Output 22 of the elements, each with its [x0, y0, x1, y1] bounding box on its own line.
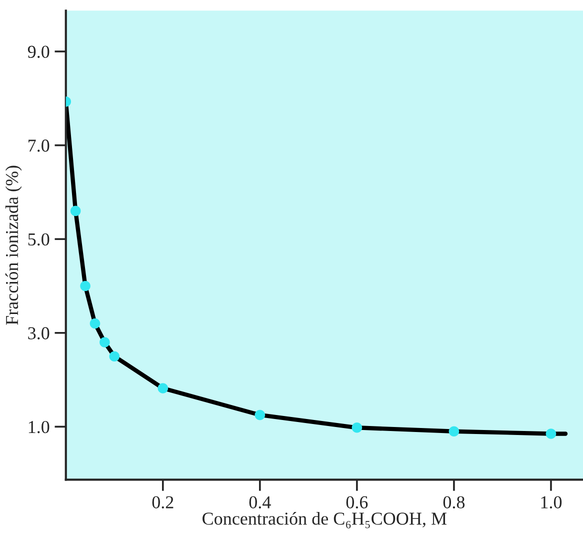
x-tick-label: 1.0: [541, 496, 562, 508]
y-tick-label: 7.0: [28, 140, 50, 152]
point: [90, 318, 100, 329]
point: [80, 280, 90, 292]
x-tick-label: 0.4: [249, 496, 271, 508]
x-axis-title: Concentración de C₆H₅COOH, M: [202, 512, 447, 528]
y-tick-label: 9.0: [28, 46, 50, 58]
x-tick-label: 0.6: [346, 496, 368, 508]
point: [448, 426, 460, 437]
point: [254, 410, 266, 420]
point: [158, 383, 168, 394]
point: [352, 422, 362, 433]
y-tick-label: 1.0: [28, 420, 50, 434]
point: [100, 337, 110, 348]
point: [109, 351, 120, 362]
y-tick-label: 3.0: [28, 327, 50, 340]
y-axis-title: Fracción ionizada (%): [5, 166, 22, 325]
x-tick-label: 0.2: [152, 496, 174, 508]
point: [546, 428, 556, 439]
point: [70, 206, 81, 216]
x-tick-label: 0.8: [443, 496, 465, 508]
y-tick-label: 5.0: [28, 233, 50, 246]
